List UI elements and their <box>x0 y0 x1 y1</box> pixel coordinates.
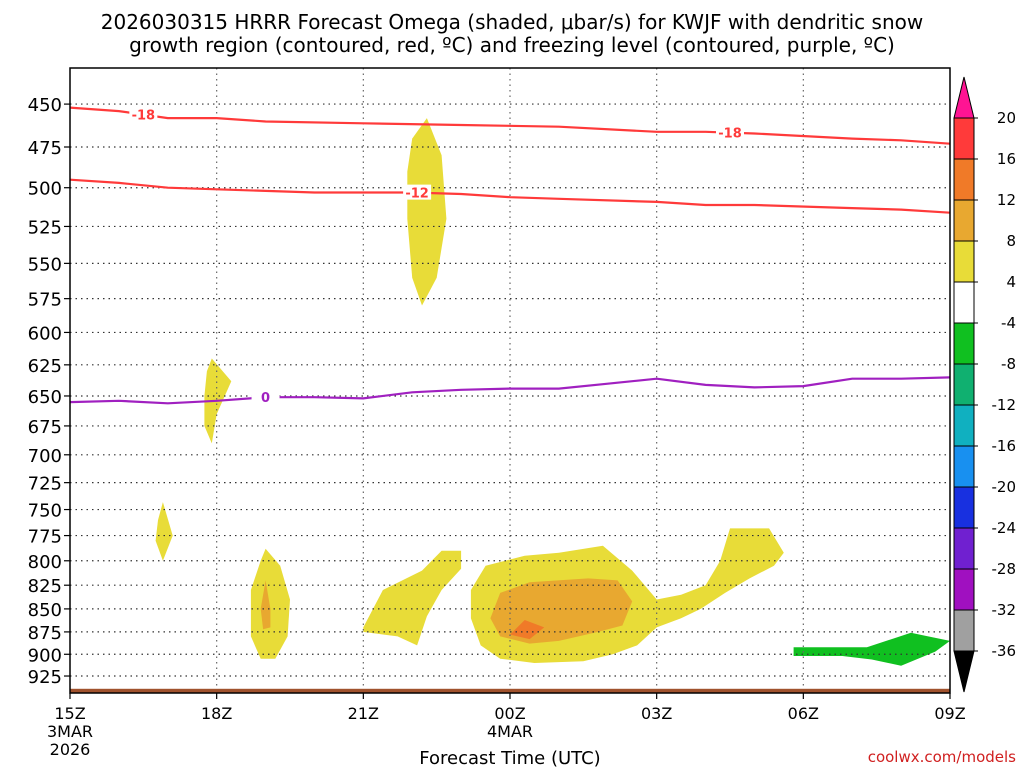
colorbar-segment-5 <box>953 281 975 324</box>
colorbar-label-11: -28 <box>992 560 1017 578</box>
x-tick-sublabel-3MAR: 3MAR <box>47 722 93 741</box>
y-tick-label-750: 750 <box>28 501 62 522</box>
colorbar-label-5: -4 <box>1001 314 1016 332</box>
colorbar-bottom-arrow <box>953 650 975 693</box>
colorbar-segment-9 <box>953 445 975 488</box>
x-tick-label-03Z: 03Z <box>641 704 672 723</box>
colorbar-segment-6 <box>953 322 975 365</box>
y-tick-label-825: 825 <box>28 576 62 597</box>
x-tick-label-06Z: 06Z <box>788 704 819 723</box>
colorbar-segment-11 <box>953 527 975 570</box>
y-tick-label-850: 850 <box>28 600 62 621</box>
chart-title-line2: growth region (contoured, red, ºC) and f… <box>129 33 895 57</box>
colorbar-segment-12 <box>953 568 975 611</box>
y-tick-label-575: 575 <box>28 290 62 311</box>
colorbar-label-9: -20 <box>992 478 1017 496</box>
y-tick-label-675: 675 <box>28 417 62 438</box>
omega-regions <box>155 118 950 666</box>
x-tick-label-21Z: 21Z <box>348 704 379 723</box>
omega-region-upper-lift-22z <box>407 118 447 306</box>
colorbar-label-10: -24 <box>992 519 1017 537</box>
x-tick-sublabel-4MAR: 4MAR <box>487 722 533 741</box>
y-tick-label-625: 625 <box>28 356 62 377</box>
colorbar-segment-7 <box>953 363 975 406</box>
y-tick-label-725: 725 <box>28 474 62 495</box>
omega-region-sink-07z <box>793 632 950 666</box>
colorbar-label-2: 12 <box>997 191 1016 209</box>
contour-line-0 <box>69 106 951 145</box>
y-tick-label-650: 650 <box>28 387 62 408</box>
contour-label-bg-2-0 <box>251 389 280 405</box>
y-tick-label-600: 600 <box>28 323 62 344</box>
colorbar-segment-10 <box>953 486 975 529</box>
y-tick-label-700: 700 <box>28 446 62 467</box>
colorbar-label-1: 16 <box>997 150 1016 168</box>
colorbar-label-4: 4 <box>1006 273 1016 291</box>
contour-label-bg-0-0 <box>129 106 158 122</box>
ground-shading <box>70 688 950 693</box>
colorbar-top-arrow <box>953 76 975 119</box>
omega-region-lift-19z <box>250 548 290 659</box>
y-tick-label-450: 450 <box>28 95 62 116</box>
colorbar-label-3: 8 <box>1006 232 1016 250</box>
colorbar-label-13: -36 <box>992 642 1017 660</box>
x-axis-label: Forecast Time (UTC) <box>419 748 600 768</box>
colorbar-segment-8 <box>953 404 975 447</box>
omega-region-lift-16z <box>155 502 173 561</box>
x-tick-label-00Z: 00Z <box>494 704 525 723</box>
y-tick-label-775: 775 <box>28 527 62 548</box>
contour-line-1 <box>69 178 951 214</box>
x-tick-sublabel-2026: 2026 <box>50 740 91 759</box>
credit-label: coolwx.com/models <box>868 748 1016 766</box>
contour-line-2 <box>69 376 951 405</box>
omega-region-lift-01z-core <box>510 620 545 640</box>
colorbar-segment-3 <box>953 199 975 242</box>
colorbar-label-6: -8 <box>1001 355 1016 373</box>
x-tick-label-15Z: 15Z <box>54 704 85 723</box>
ground-layer <box>70 688 950 693</box>
colorbar-label-8: -16 <box>992 437 1017 455</box>
contour-label-bg-1-0 <box>403 184 432 200</box>
x-tick-label-18Z: 18Z <box>201 704 232 723</box>
colorbar: 20 16 12 8 4 -4 -8 -12 -16 -20 -24 -28 -32 -36 <box>953 76 1017 693</box>
chart-title-line1: 2026030315 HRRR Forecast Omega (shaded, … <box>101 10 923 34</box>
colorbar-segment-1 <box>953 117 975 160</box>
y-tick-label-525: 525 <box>28 217 62 238</box>
plot-grid <box>70 68 950 693</box>
colorbar-label-12: -32 <box>992 601 1017 619</box>
contour-lines: -18 -18 -12 0 <box>69 106 951 406</box>
omega-region-core-19z <box>260 580 271 630</box>
y-tick-label-900: 900 <box>28 645 62 666</box>
colorbar-segment-2 <box>953 158 975 201</box>
y-tick-label-475: 475 <box>28 138 62 159</box>
contour-label-0-0: -18 <box>132 109 156 124</box>
colorbar-segment-4 <box>953 240 975 283</box>
contour-label-bg-0-1 <box>716 124 744 140</box>
y-tick-label-550: 550 <box>28 254 62 275</box>
y-tick-label-800: 800 <box>28 552 62 573</box>
colorbar-label-7: -12 <box>992 396 1017 414</box>
y-tick-label-925: 925 <box>28 667 62 688</box>
x-tick-label-09Z: 09Z <box>934 704 965 723</box>
contour-label-1-0: -12 <box>405 187 429 202</box>
contour-label-2-0: 0 <box>261 391 270 406</box>
y-tick-label-875: 875 <box>28 623 62 644</box>
y-tick-label-500: 500 <box>28 179 62 200</box>
contour-label-0-1: -18 <box>718 127 742 142</box>
y-axis: 450 475 500 525 550 575 600 625 650 675 700 725 750 7… <box>28 95 70 688</box>
colorbar-segment-13 <box>953 609 975 652</box>
colorbar-label-0: 20 <box>997 109 1016 127</box>
omega-region-lift-2230z <box>363 550 462 646</box>
